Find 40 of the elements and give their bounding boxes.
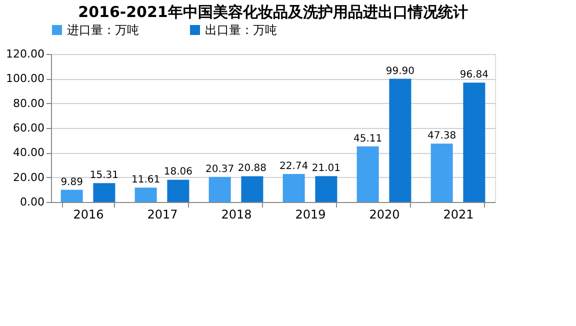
x-tick-label: 2020 [369,208,400,222]
data-label: 99.90 [386,66,415,77]
bar [356,146,379,202]
data-label: 20.37 [205,164,234,175]
bar [167,180,190,202]
y-tick-label: 20.00 [13,170,44,184]
bar [208,176,231,202]
x-tick-label: 2018 [221,208,252,222]
y-tick-label: 120.00 [6,48,44,60]
bar [315,176,338,202]
bar [60,190,83,202]
data-label: 21.01 [312,163,341,174]
bar [282,174,305,202]
bar [241,176,264,202]
data-label: 9.89 [60,176,83,188]
data-label: 11.61 [131,174,160,186]
bar [389,78,412,202]
legend-label: 进口量：万吨 [67,23,139,37]
chart-title: 2016-2021年中国美容化妆品及洗护用品进出口情况统计 [78,3,468,21]
data-label: 15.31 [90,170,119,182]
x-tick-label: 2019 [295,208,326,222]
y-tick-label: 100.00 [6,72,44,86]
data-label: 45.11 [353,133,382,144]
bar [430,144,453,202]
bar [93,183,116,202]
y-tick-label: 60.00 [13,122,44,134]
data-label: 20.88 [238,163,267,174]
y-tick-label: 0.00 [20,196,44,208]
data-label: 22.74 [279,160,308,172]
y-tick-label: 80.00 [13,96,44,110]
x-tick-label: 2017 [147,208,178,222]
x-tick-label: 2016 [73,208,104,222]
y-tick-label: 40.00 [13,146,44,160]
data-label: 47.38 [427,130,456,142]
bar [463,82,486,202]
data-label: 18.06 [164,166,193,178]
bar [134,188,157,202]
x-tick-label: 2021 [443,208,474,222]
data-label: 96.84 [460,70,489,81]
legend-label: 出口量：万吨 [205,23,277,37]
